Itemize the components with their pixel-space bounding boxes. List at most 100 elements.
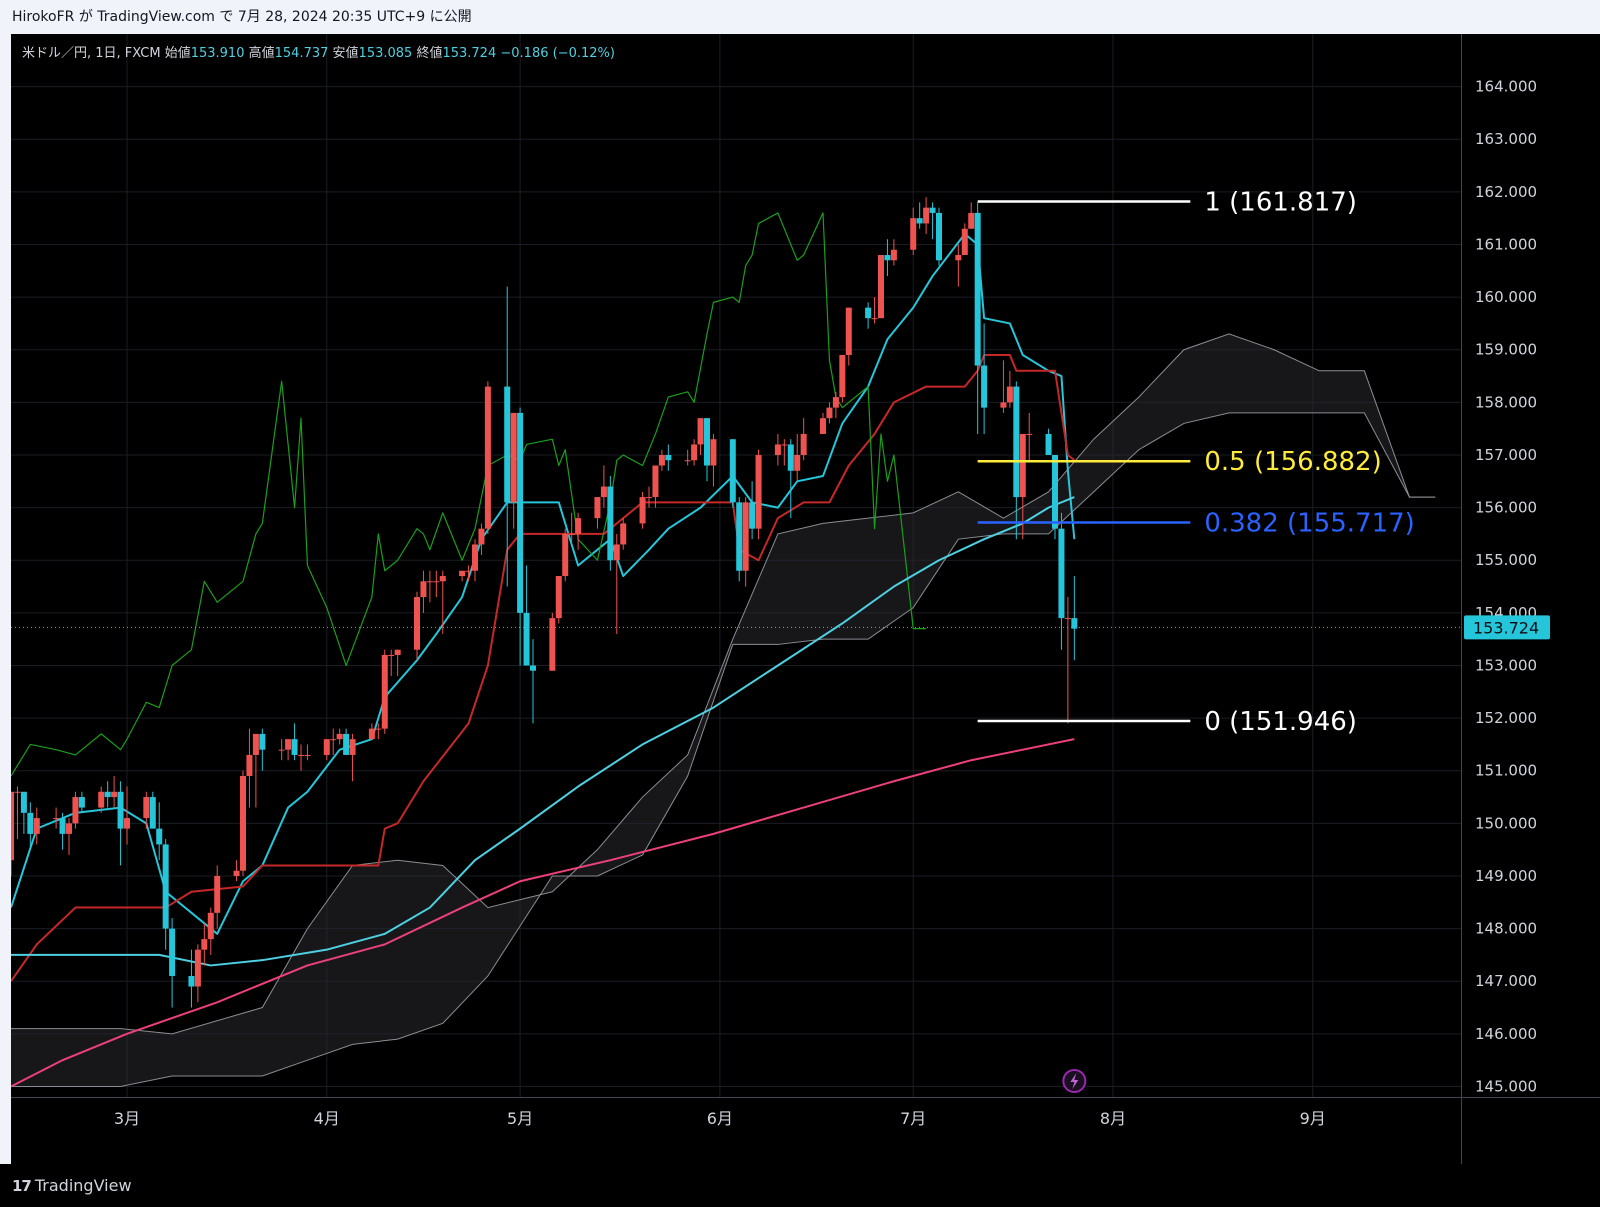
cloud-span-b (11, 412, 1436, 1087)
candle-body (530, 665, 536, 671)
tradingview-logo-icon: 17 (12, 1176, 32, 1195)
kijun-line (11, 354, 1075, 982)
candle-body (117, 791, 124, 829)
y-tick-label: 160.000 (1475, 288, 1537, 306)
y-tick-label: 146.000 (1475, 1025, 1537, 1043)
candle-body (646, 497, 652, 499)
candle-body (704, 418, 710, 466)
candle-body (214, 875, 221, 913)
candle-body (414, 597, 420, 650)
candle-body (143, 797, 150, 819)
y-tick-label: 164.000 (1475, 78, 1537, 96)
y-tick-label: 156.000 (1475, 499, 1537, 517)
x-tick-label: 8月 (1100, 1109, 1126, 1128)
candle-body (298, 754, 304, 756)
candle-body (381, 654, 388, 729)
candle-body (658, 454, 665, 466)
x-tick-label: 7月 (900, 1109, 926, 1128)
candle-body (871, 318, 878, 320)
candle-body (800, 433, 807, 455)
high-label: 高値 (248, 46, 275, 61)
fib-level-label: 0 (151.946) (1204, 707, 1357, 737)
candle-body (794, 454, 801, 471)
candle-body (820, 418, 826, 434)
candle-body (1000, 402, 1007, 408)
candle-body (188, 975, 195, 987)
close-label: 終値 (416, 46, 443, 61)
candle-body (929, 207, 936, 213)
candle-body (1071, 618, 1078, 629)
candle-body (426, 581, 433, 583)
candle-body (104, 791, 111, 798)
candle-body (652, 465, 659, 498)
candle-body (484, 386, 491, 529)
candle-body (620, 523, 627, 545)
candle-body (459, 570, 466, 577)
sma100-line (11, 496, 1075, 967)
candle-body (20, 791, 27, 813)
y-tick-label: 152.000 (1475, 709, 1537, 727)
candle-body (684, 460, 691, 462)
candle-body (368, 728, 375, 740)
candle-body (961, 228, 968, 256)
candle-body (923, 207, 930, 224)
x-tick-label: 4月 (314, 1109, 340, 1128)
fib-level-label: 0.382 (155.717) (1204, 509, 1415, 539)
low-label: 安値 (332, 46, 359, 61)
candle-body (729, 439, 736, 503)
candle-body (884, 255, 891, 261)
candle-body (285, 739, 292, 750)
candle-body (207, 912, 214, 940)
x-tick-label: 5月 (507, 1109, 533, 1128)
candle-body (832, 397, 839, 408)
candle-body (955, 255, 962, 261)
price-chart[interactable]: 1 (161.817) 0.5 (156.882) 0.382 (155.717) 0… (11, 34, 1600, 1164)
candle-body (420, 581, 427, 598)
candle-body (826, 407, 833, 419)
lightning-bolt-icon (1070, 1073, 1079, 1089)
candle-body (600, 486, 607, 498)
candle-body (568, 533, 575, 535)
candle-body (510, 412, 517, 503)
y-tick-label: 148.000 (1475, 920, 1537, 938)
ichimoku-cloud (11, 333, 1436, 1087)
candle-body (11, 791, 14, 861)
y-tick-label: 161.000 (1475, 235, 1537, 253)
candle-body (240, 775, 246, 871)
x-tick-label: 3月 (114, 1109, 140, 1128)
chart-area[interactable]: 1 (161.817) 0.5 (156.882) 0.382 (155.717) 0… (11, 34, 1600, 1164)
sma200-line (11, 738, 1075, 1088)
tradingview-logo[interactable]: 17 TradingView (12, 1176, 132, 1195)
current-price-tag (1464, 615, 1550, 640)
candle-body (169, 928, 176, 976)
candle-body (53, 818, 60, 820)
candle-body (910, 218, 917, 250)
y-tick-label: 145.000 (1475, 1077, 1537, 1095)
y-tick-label: 162.000 (1475, 183, 1537, 201)
candle-body (517, 412, 524, 613)
fib-level-label: 1 (161.817) (1204, 188, 1357, 218)
candle-body (974, 212, 981, 366)
candle-body (916, 218, 923, 224)
y-tick-label: 163.000 (1475, 130, 1537, 148)
y-tick-label: 159.000 (1475, 341, 1537, 359)
candle-body (472, 544, 478, 571)
cloud-span-a (11, 333, 1436, 1035)
candle-body (1052, 454, 1058, 529)
candle-body (1064, 618, 1071, 620)
candle-body (697, 418, 704, 445)
candle-body (1019, 433, 1026, 498)
x-tick-label: 6月 (707, 1109, 733, 1128)
candle-body (936, 212, 942, 261)
candle-body (736, 502, 743, 571)
candle-body (72, 797, 79, 824)
candle-body (1045, 433, 1052, 455)
candle-body (504, 386, 511, 503)
candle-body (665, 454, 672, 461)
candle-body (439, 576, 446, 582)
candle-body (607, 486, 614, 561)
publish-info-text: HirokoFR が TradingView.com で 7月 28, 2024… (12, 9, 472, 25)
candle-body (774, 444, 781, 455)
candle-body (336, 733, 343, 740)
candle-body (749, 502, 756, 529)
